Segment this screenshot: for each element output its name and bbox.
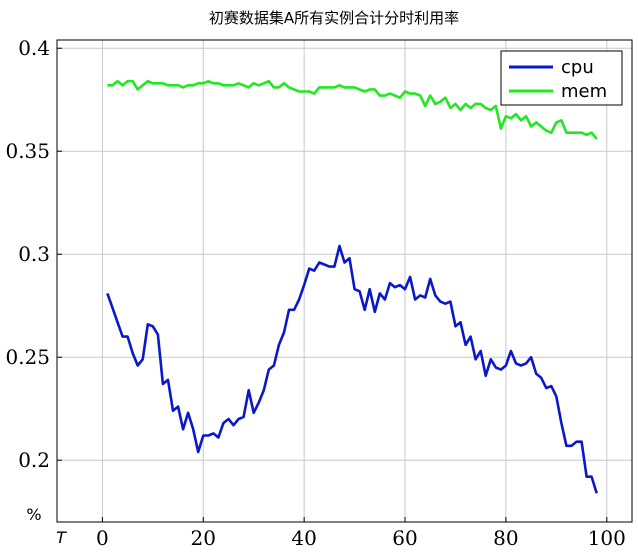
y-tick-label: 0.25: [5, 345, 50, 369]
x-tick-label: 20: [191, 526, 216, 550]
x-tick-label: 100: [588, 526, 626, 550]
y-tick-label: 0.3: [18, 242, 50, 266]
y-tick-label: 0.4: [18, 36, 50, 60]
series-line-cpu: [106, 244, 598, 494]
plot-frame: [56, 39, 633, 523]
grid: [57, 40, 632, 522]
x-axis-label: T: [56, 528, 67, 547]
legend-label-cpu: cpu: [561, 57, 594, 78]
x-tick-label: 80: [493, 526, 518, 550]
legend-label-mem: mem: [561, 81, 607, 102]
x-tick-label: 0: [96, 526, 109, 550]
series-layer: [106, 79, 598, 494]
x-tick-label: 60: [392, 526, 417, 550]
legend-box: [500, 50, 623, 106]
tick-labels: 0 20 40 60 80 100 0.2 0.25 0.3 0.35 0.4: [5, 36, 625, 550]
series-line-mem: [107, 79, 598, 140]
x-tick-label: 40: [291, 526, 316, 550]
chart-title: 初赛数据集A所有实例合计分时利用率: [209, 9, 459, 27]
y-tick-label: 0.2: [18, 448, 50, 472]
y-axis-label: %: [26, 505, 41, 524]
y-tick-label: 0.35: [5, 139, 50, 163]
legend: cpu mem: [500, 50, 623, 106]
